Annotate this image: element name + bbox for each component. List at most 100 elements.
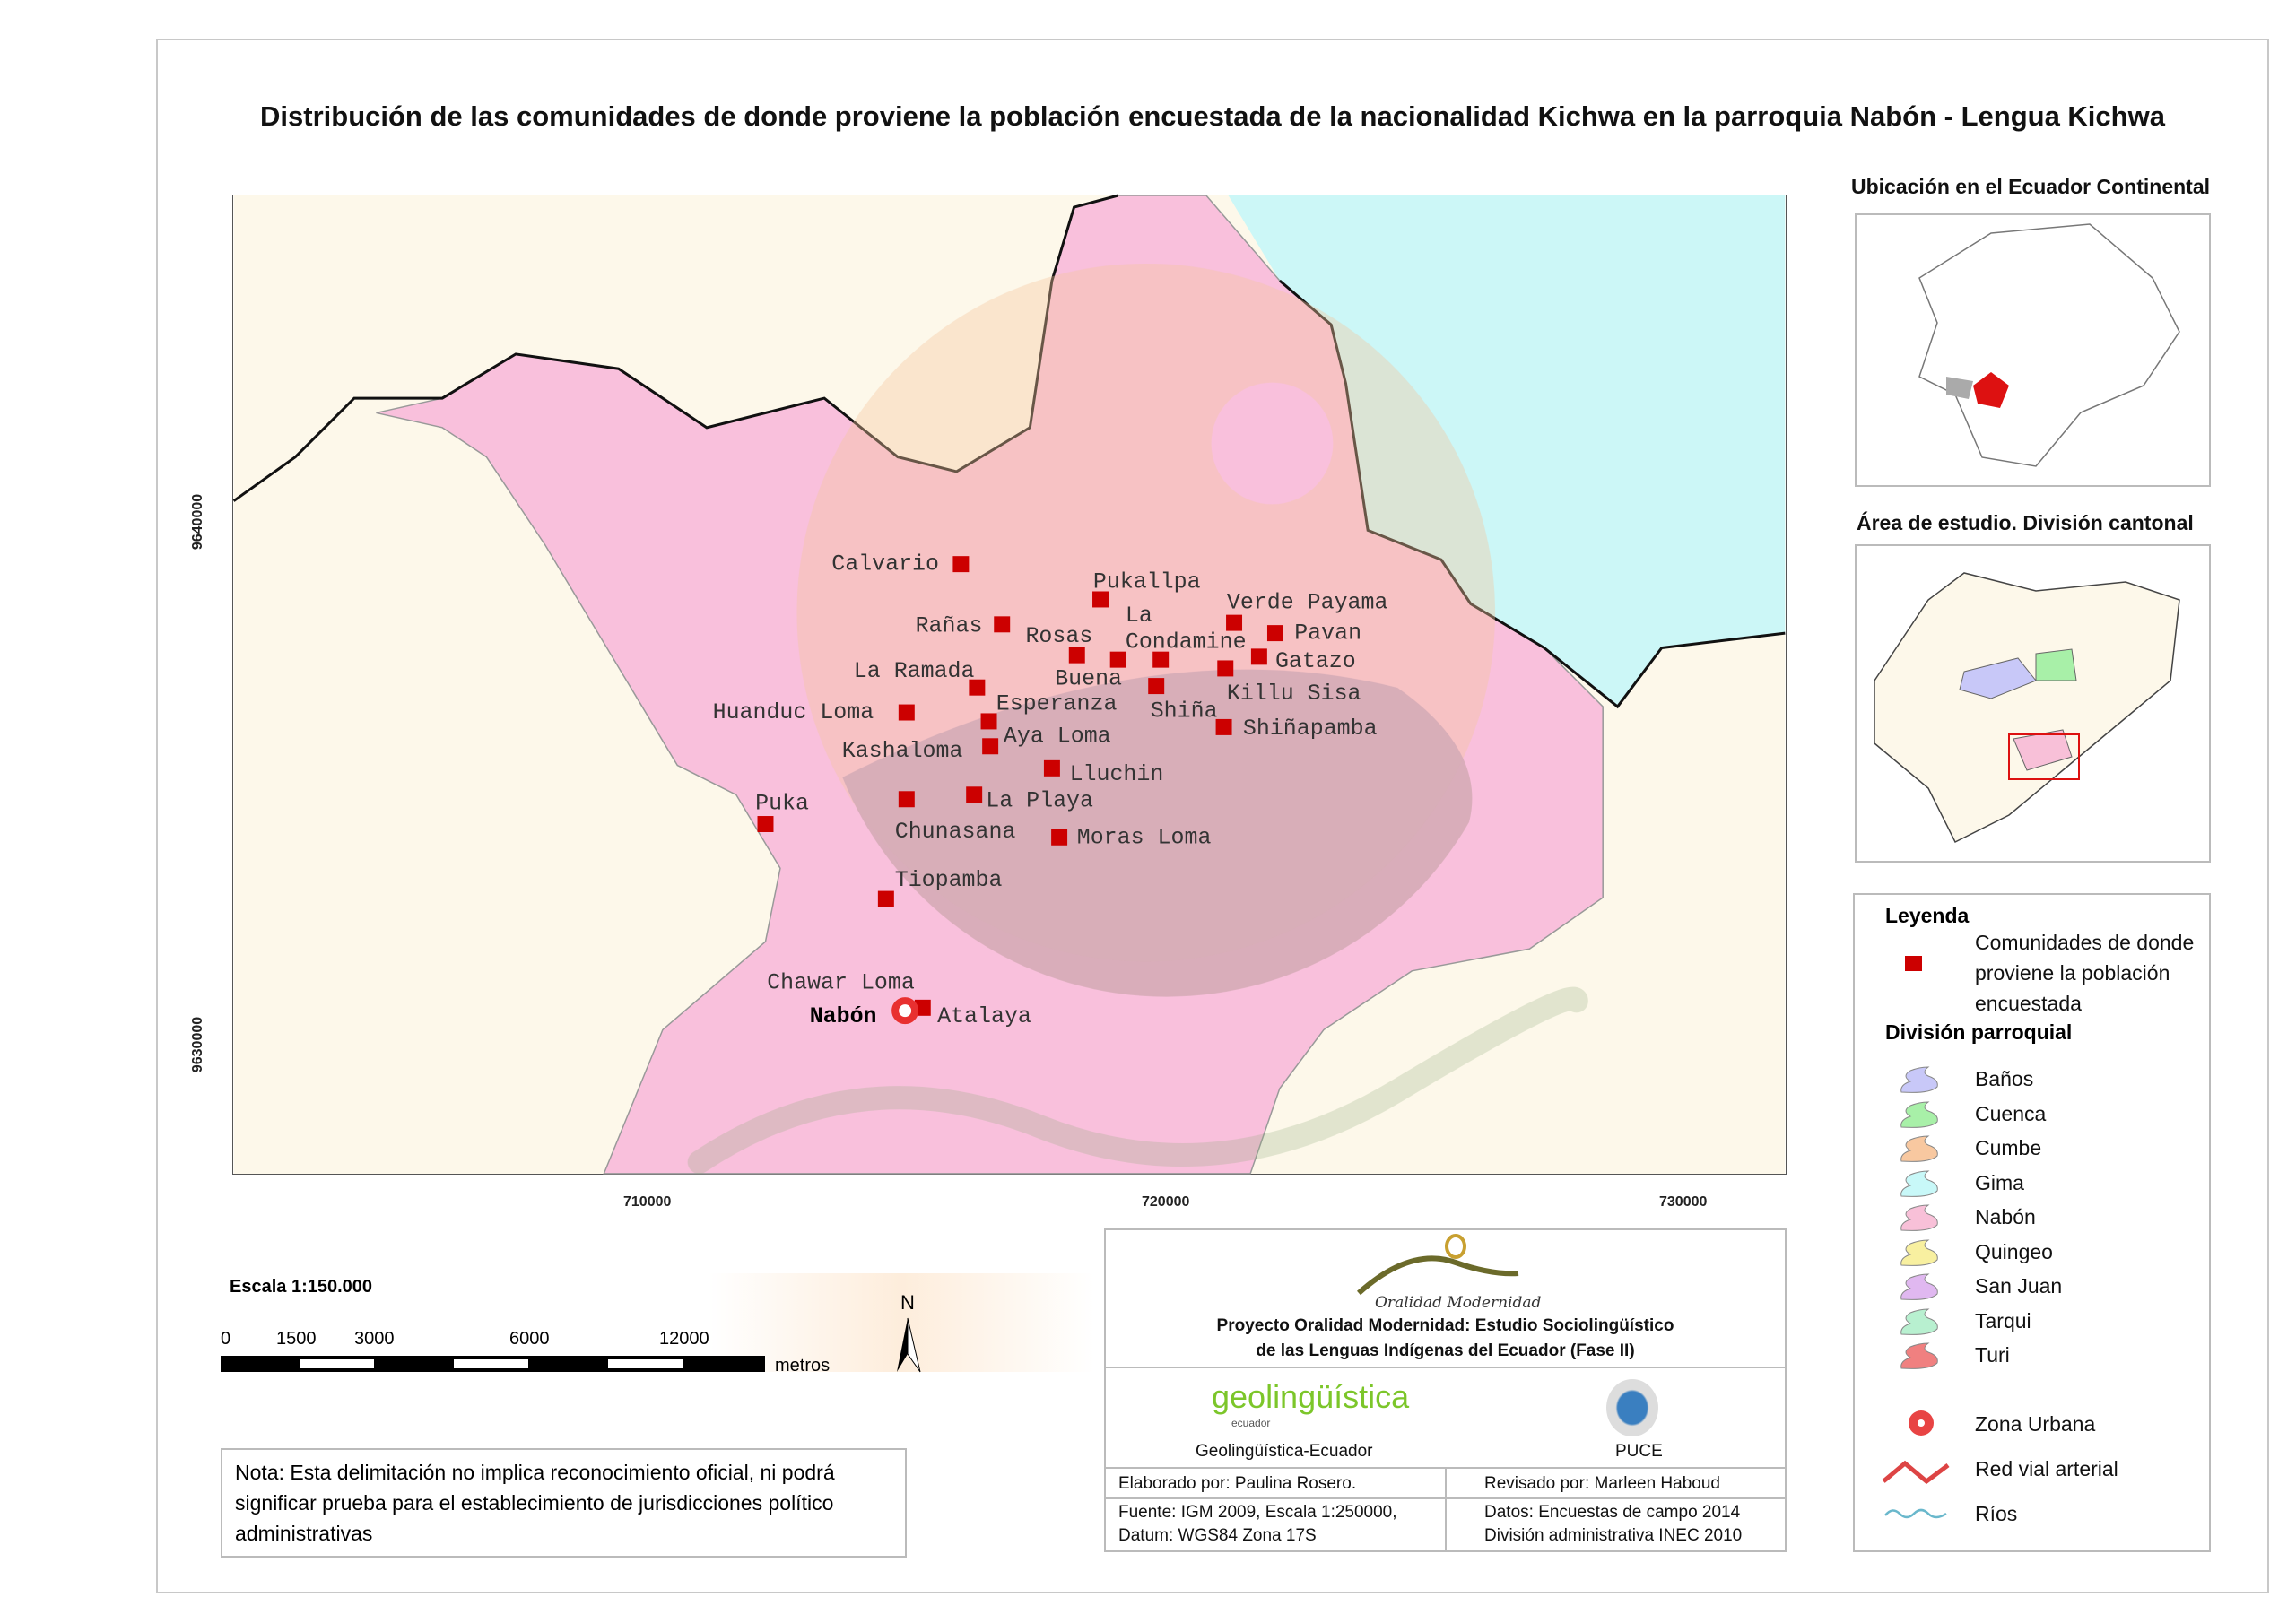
community-label: Chunasana	[895, 820, 1016, 845]
community-label: Puka	[755, 792, 809, 817]
community-marker	[1068, 647, 1085, 664]
community-label: La Ramada	[854, 659, 975, 684]
main-map: Calvario Pukallpa La Verde Payama Pavan Rosas…	[232, 194, 1787, 1175]
parish-swatch-icon	[1900, 1135, 1938, 1162]
project-line1: Proyecto Oralidad Modernidad: Estudio So…	[1216, 1316, 1674, 1335]
community-label: Chawar Loma	[767, 970, 915, 995]
community-marker	[898, 704, 915, 721]
legend-rivers: Ríos	[1975, 1502, 2018, 1525]
revisado-by: Revisado por: Marleen Haboud	[1484, 1474, 1720, 1493]
x-tick: 710000	[623, 1194, 672, 1210]
community-label: Shiña	[1151, 699, 1218, 725]
community-label: Moras Loma	[1077, 825, 1212, 850]
community-label: Pukallpa	[1093, 569, 1201, 595]
scale-label: 0	[221, 1329, 231, 1349]
geolinguistica-logo: geolingüística	[1212, 1378, 1410, 1415]
oralidad-logo: Oralidad Modernidad	[1356, 1234, 1541, 1312]
community-label: Rosas	[1025, 624, 1092, 649]
region-gima	[1228, 195, 1786, 707]
legend-parish: Baños	[1975, 1067, 2034, 1090]
community-label: Kashaloma	[842, 739, 963, 764]
community-label: Buena	[1055, 667, 1122, 692]
community-marker	[1215, 718, 1232, 735]
community-marker	[1043, 759, 1060, 777]
data-line2: División administrativa INEC 2010	[1484, 1526, 1743, 1545]
parish-swatch-icon	[1900, 1204, 1938, 1231]
data-line1: Datos: Encuestas de campo 2014	[1484, 1503, 1741, 1522]
parish-swatch-icon	[1900, 1342, 1938, 1369]
community-marker	[980, 713, 997, 730]
community-label: Aya Loma	[1004, 724, 1111, 749]
community-label: Huanduc Loma	[713, 700, 874, 725]
sheet-frame	[156, 39, 2269, 1593]
scale-unit: metros	[775, 1356, 831, 1376]
community-square-icon	[1905, 956, 1922, 971]
community-marker	[969, 679, 986, 696]
legend-title: Leyenda	[1885, 904, 1970, 927]
community-marker	[966, 786, 983, 803]
community-label: Tiopamba	[895, 868, 1003, 893]
community-label: Pavan	[1294, 621, 1361, 647]
scale-label: 12000	[659, 1329, 709, 1349]
community-marker	[1152, 651, 1170, 668]
puce-logo	[1606, 1379, 1658, 1436]
oralidad-logo-text: Oralidad Modernidad	[1375, 1294, 1541, 1312]
north-label: N	[900, 1291, 915, 1314]
community-marker	[914, 999, 931, 1016]
community-label: La	[1126, 603, 1152, 629]
puce-label: PUCE	[1615, 1442, 1663, 1461]
legend-urban: Zona Urbana	[1975, 1412, 2096, 1436]
urban-label: Nabón	[810, 1004, 877, 1029]
geo-label: Geolingüística-Ecuador	[1196, 1442, 1373, 1461]
scale-label: 6000	[509, 1329, 550, 1349]
community-marker	[1250, 648, 1267, 665]
scale-bar	[221, 1356, 765, 1372]
inset-cantons	[1855, 544, 2211, 863]
canton-boundary	[232, 194, 1119, 502]
community-label: La Playa	[986, 788, 1093, 813]
y-tick: 9630000	[190, 1016, 206, 1073]
community-label: Rañas	[916, 614, 983, 639]
scale-title: Escala 1:150.000	[230, 1277, 373, 1297]
legend-parish: Tarqui	[1975, 1308, 2031, 1332]
map-title: Distribución de las comunidades de donde…	[260, 100, 2165, 132]
community-marker	[1217, 660, 1234, 677]
parish-swatch-icon	[1900, 1066, 1938, 1093]
community-label: Calvario	[831, 552, 939, 577]
x-tick: 720000	[1142, 1194, 1190, 1210]
legend-division-title: División parroquial	[1885, 1020, 2073, 1044]
legend-parish: Cumbe	[1975, 1136, 2042, 1159]
road-icon	[1882, 1460, 1950, 1485]
x-tick: 730000	[1659, 1194, 1708, 1210]
parish-swatch-icon	[1900, 1169, 1938, 1197]
legend-parish: Nabón	[1975, 1205, 2036, 1228]
community-label: Condamine	[1126, 629, 1247, 655]
note-box: Nota: Esta delimitación no implica recon…	[221, 1448, 907, 1558]
community-marker	[757, 816, 774, 832]
river-icon	[1884, 1508, 1947, 1519]
community-marker	[1051, 829, 1068, 846]
legend-parish: Cuenca	[1975, 1101, 2047, 1125]
source-line1: Fuente: IGM 2009, Escala 1:250000,	[1118, 1503, 1397, 1522]
inset2-title: Área de estudio. División cantonal	[1857, 511, 2194, 534]
legend: Leyenda Comunidades de donde proviene la…	[1853, 893, 2211, 1552]
community-marker	[952, 556, 970, 573]
community-marker	[877, 890, 894, 907]
community-marker	[1092, 591, 1109, 608]
parish-swatch-icon	[1900, 1238, 1938, 1266]
urban-zone-icon	[1909, 1410, 1934, 1436]
parish-swatch-icon	[1900, 1100, 1938, 1128]
geolinguistica-logo-sub: ecuador	[1231, 1417, 1271, 1429]
urban-zone-marker	[891, 997, 919, 1025]
legend-parish: Gima	[1975, 1170, 2024, 1194]
community-label: Shiñapamba	[1243, 716, 1378, 742]
canton-boundary	[1278, 279, 1786, 709]
watermark-oralidad-swash	[687, 986, 1588, 1174]
legend-communities: Comunidades de donde proviene la poblaci…	[1975, 931, 2195, 1015]
inset1-title: Ubicación en el Ecuador Continental	[1851, 175, 2211, 198]
legend-road: Red vial arterial	[1975, 1457, 2118, 1480]
community-marker	[1148, 678, 1165, 695]
source-line2: Datum: WGS84 Zona 17S	[1118, 1526, 1317, 1545]
community-label: Killu Sisa	[1227, 681, 1361, 707]
